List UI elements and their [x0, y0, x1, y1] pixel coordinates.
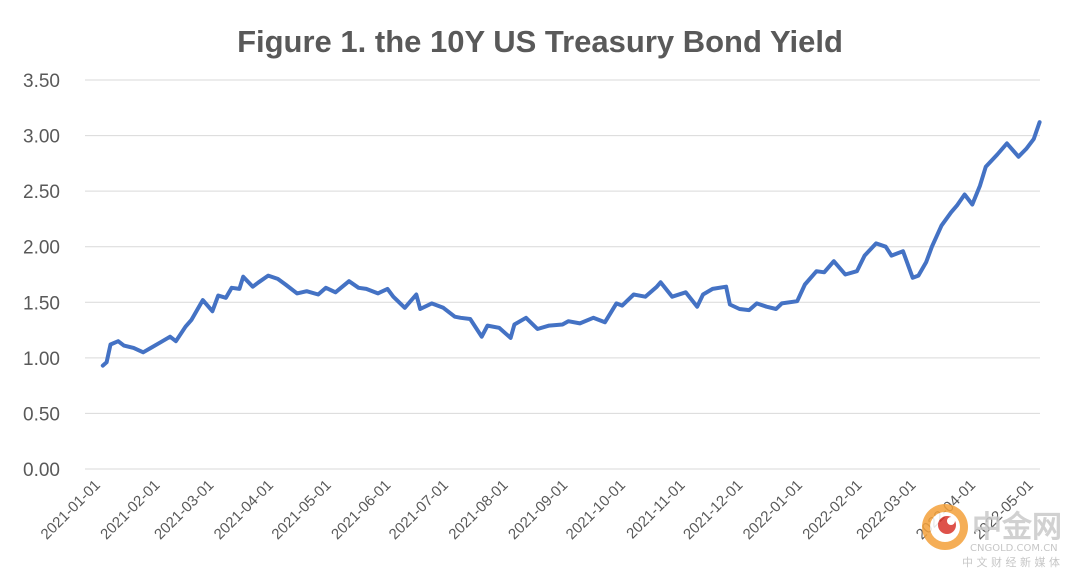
y-tick-label: 0.00: [23, 460, 60, 481]
x-tick-label: 2021-07-01: [386, 477, 452, 543]
watermark: 中金网 CNGOLD.COM.CN 中 文 财 经 新 媒 体: [922, 504, 1062, 569]
x-tick-label: 2021-08-01: [445, 477, 511, 543]
x-tick-label: 2021-09-01: [505, 477, 571, 543]
x-tick-label: 2021-12-01: [680, 477, 746, 543]
watermark-tagline: 中 文 财 经 新 媒 体: [962, 555, 1060, 569]
gridlines: [85, 79, 1040, 470]
x-tick-label: 2021-11-01: [623, 477, 688, 542]
x-tick-label: 2021-10-01: [563, 477, 629, 543]
x-tick-label: 2021-04-01: [211, 477, 277, 543]
y-tick-label: 1.50: [23, 293, 60, 314]
y-tick-label: 0.50: [23, 404, 60, 425]
watermark-brand: 中金网: [972, 510, 1062, 545]
y-tick-label: 3.00: [23, 127, 60, 148]
y-tick-label: 1.00: [23, 349, 60, 370]
series-line-0: [100, 120, 1042, 368]
series-layer: [100, 120, 1042, 368]
y-tick-label: 2.00: [23, 238, 60, 259]
y-axis-ticks: 0.00 0.50 1.00 1.50 2.00 2.50 3.00 3.50: [23, 71, 60, 481]
x-tick-label: 2022-01-01: [740, 477, 806, 543]
chart-title: Figure 1. the 10Y US Treasury Bond Yield: [237, 24, 843, 59]
watermark-logo-icon: [922, 504, 968, 550]
y-tick-label: 2.50: [23, 182, 60, 203]
x-axis-ticks: 2021-01-012021-02-012021-03-012021-04-01…: [38, 477, 1037, 543]
x-tick-label: 2021-06-01: [328, 477, 394, 543]
x-tick-label: 2021-05-01: [268, 477, 334, 543]
y-tick-label: 3.50: [23, 71, 60, 92]
watermark-site: CNGOLD.COM.CN: [970, 543, 1058, 554]
x-tick-label: 2021-01-01: [38, 477, 104, 543]
